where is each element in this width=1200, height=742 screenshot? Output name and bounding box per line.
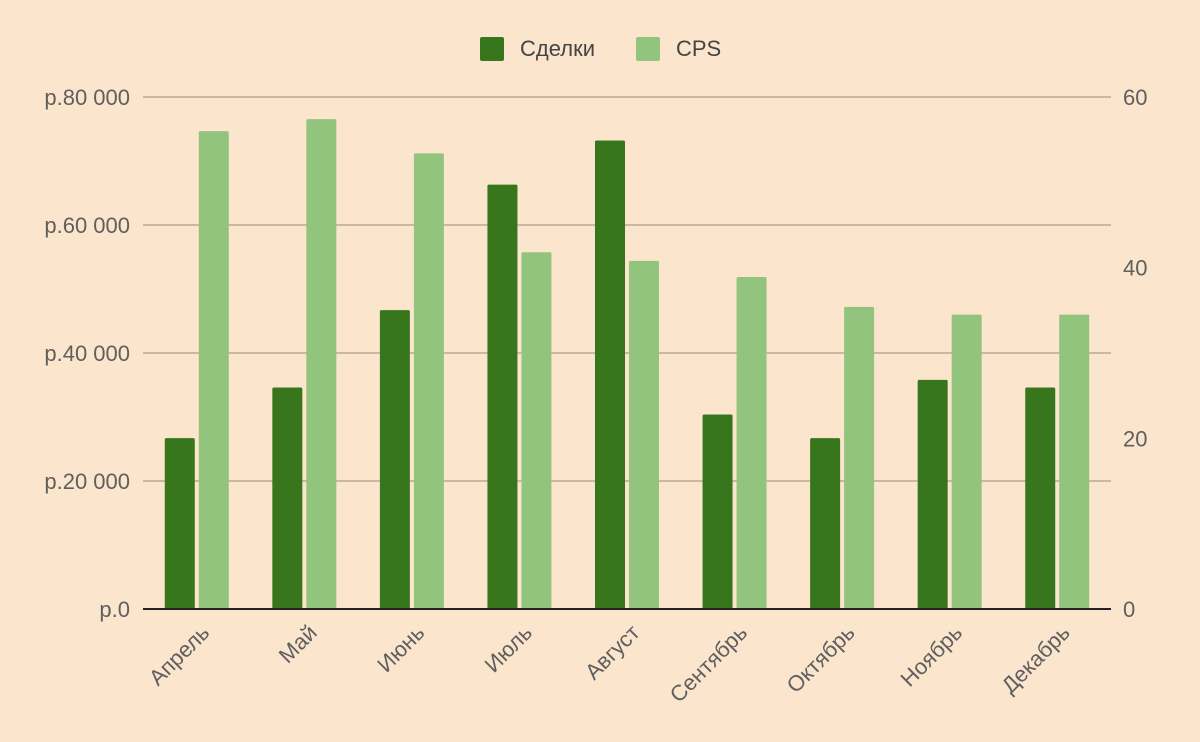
bar-cps — [413, 153, 444, 609]
right-y-tick-label: 40 — [1123, 256, 1147, 281]
bar-deals — [702, 414, 733, 609]
right-y-tick-label: 60 — [1123, 85, 1147, 110]
bar-deals — [379, 310, 410, 609]
legend: Сделки CPS — [480, 36, 721, 61]
left-y-axis: р.0 р.20 000 р.40 000 р.60 000 р.80 000 — [44, 85, 130, 622]
gridlines — [143, 96, 1111, 482]
right-y-tick-label: 20 — [1123, 426, 1147, 451]
legend-label-deals: Сделки — [520, 36, 595, 61]
bar-deals — [272, 387, 303, 609]
bar-deals — [810, 438, 841, 609]
bar-deals — [1025, 387, 1056, 609]
bar-cps — [736, 277, 767, 609]
bar-deals — [917, 379, 948, 609]
left-y-tick-label: р.40 000 — [44, 341, 130, 366]
bar-cps — [306, 119, 337, 609]
legend-item-cps: CPS — [636, 36, 721, 61]
bar-cps — [844, 306, 875, 609]
left-y-tick-label: р.80 000 — [44, 85, 130, 110]
bar-cps — [951, 314, 982, 609]
left-y-tick-label: р.20 000 — [44, 469, 130, 494]
bar-cps — [629, 260, 659, 609]
left-y-tick-label: р.0 — [99, 597, 130, 622]
bar-cps — [1059, 314, 1090, 609]
right-y-axis: 0 20 40 60 — [1123, 85, 1147, 622]
bar-cps — [521, 252, 552, 609]
legend-swatch-deals — [480, 37, 504, 61]
bar-cps — [198, 131, 229, 609]
bars — [164, 119, 1090, 609]
left-y-tick-label: р.60 000 — [44, 213, 130, 238]
right-y-tick-label: 0 — [1123, 597, 1135, 622]
bar-deals — [595, 140, 625, 609]
bar-deals — [164, 438, 195, 609]
legend-swatch-cps — [636, 37, 660, 61]
bar-deals — [487, 184, 518, 609]
legend-label-cps: CPS — [676, 36, 721, 61]
legend-item-deals: Сделки — [480, 36, 595, 61]
